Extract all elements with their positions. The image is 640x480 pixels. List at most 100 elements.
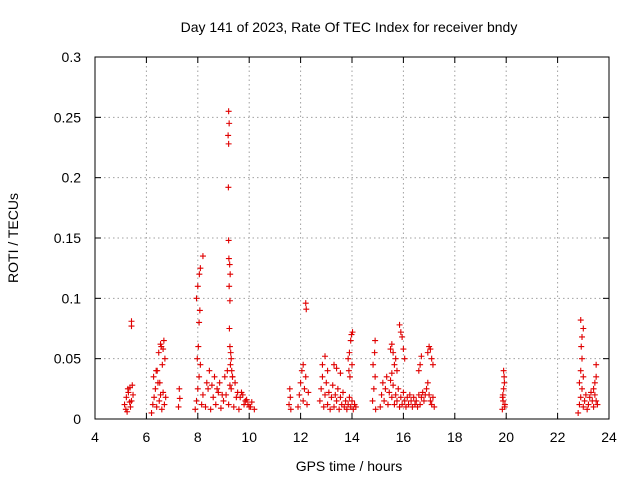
data-point — [228, 367, 235, 374]
data-point — [148, 409, 155, 416]
data-point — [401, 397, 408, 404]
data-point — [235, 406, 242, 413]
data-point — [160, 337, 167, 344]
data-point — [156, 379, 163, 386]
data-point — [230, 403, 237, 410]
x-tick-label: 14 — [344, 429, 360, 445]
x-tick-label: 24 — [601, 429, 617, 445]
data-point — [203, 379, 210, 386]
data-point — [393, 367, 400, 374]
data-point — [197, 361, 204, 368]
data-point — [500, 367, 507, 374]
data-point — [216, 379, 223, 386]
data-point — [193, 295, 200, 302]
data-point — [152, 385, 159, 392]
data-point — [410, 394, 417, 401]
data-point — [130, 391, 137, 398]
data-point — [196, 319, 203, 326]
data-point — [588, 389, 595, 396]
data-point — [206, 367, 213, 374]
data-point — [340, 389, 347, 396]
data-point — [176, 385, 183, 392]
data-point — [349, 329, 356, 336]
data-point — [426, 391, 433, 398]
data-point — [304, 401, 311, 408]
data-point — [591, 391, 598, 398]
data-point — [319, 361, 326, 368]
data-point — [400, 346, 407, 353]
data-point — [346, 349, 353, 356]
data-point — [226, 297, 233, 304]
y-tick-label: 0 — [73, 411, 81, 427]
data-point — [300, 397, 307, 404]
data-point — [232, 379, 239, 386]
data-point — [388, 370, 395, 377]
data-point — [582, 391, 589, 398]
data-point — [578, 343, 585, 350]
data-point — [161, 355, 168, 362]
data-point — [157, 341, 164, 348]
data-point — [215, 389, 222, 396]
y-tick-label: 0.25 — [54, 109, 81, 125]
data-point — [153, 403, 160, 410]
data-point — [370, 361, 377, 368]
data-point — [214, 385, 221, 392]
x-tick-label: 16 — [396, 429, 412, 445]
data-point — [372, 373, 379, 380]
data-point — [243, 396, 250, 403]
data-point — [371, 349, 378, 356]
data-point — [210, 394, 217, 401]
data-point — [202, 403, 209, 410]
data-point — [586, 394, 593, 401]
data-point — [392, 355, 399, 362]
data-point — [199, 391, 206, 398]
data-point — [175, 403, 182, 410]
data-point — [162, 394, 169, 401]
data-point — [390, 382, 397, 389]
data-point — [197, 265, 204, 272]
data-point — [327, 406, 334, 413]
data-point — [194, 385, 201, 392]
data-point — [319, 373, 326, 380]
data-point — [208, 382, 215, 389]
data-point — [154, 367, 161, 374]
data-point — [302, 300, 309, 307]
data-point — [580, 325, 587, 332]
data-point — [401, 355, 408, 362]
data-point — [226, 325, 233, 332]
axis-ticks: 4 6 8 10 12 14 16 18 20 22 24 0 0.05 0.1 0.15 0.2 0.25 0.… — [54, 49, 617, 445]
data-point — [229, 373, 236, 380]
data-point — [124, 408, 131, 415]
data-point — [234, 389, 241, 396]
data-point — [590, 403, 597, 410]
data-point — [217, 405, 224, 412]
y-tick-label: 0.1 — [62, 290, 82, 306]
data-point — [322, 391, 329, 398]
data-point — [225, 132, 232, 139]
data-point — [429, 361, 436, 368]
data-point — [151, 394, 158, 401]
data-points — [121, 108, 601, 416]
data-point — [225, 108, 232, 115]
data-point — [336, 406, 343, 413]
data-point — [397, 394, 404, 401]
data-point — [129, 382, 136, 389]
data-point — [121, 401, 128, 408]
data-point — [196, 271, 203, 278]
data-point — [324, 367, 331, 374]
data-point — [225, 401, 232, 408]
data-point — [196, 307, 203, 314]
data-point — [345, 367, 352, 374]
data-point — [342, 397, 349, 404]
data-point — [193, 397, 200, 404]
data-point — [383, 373, 390, 380]
data-point — [160, 346, 167, 353]
data-point — [333, 397, 340, 404]
data-point — [194, 283, 201, 290]
data-point — [225, 140, 232, 147]
data-point — [346, 373, 353, 380]
data-point — [226, 283, 233, 290]
data-point — [331, 361, 338, 368]
data-point — [399, 333, 406, 340]
y-tick-label: 0.2 — [62, 170, 82, 186]
